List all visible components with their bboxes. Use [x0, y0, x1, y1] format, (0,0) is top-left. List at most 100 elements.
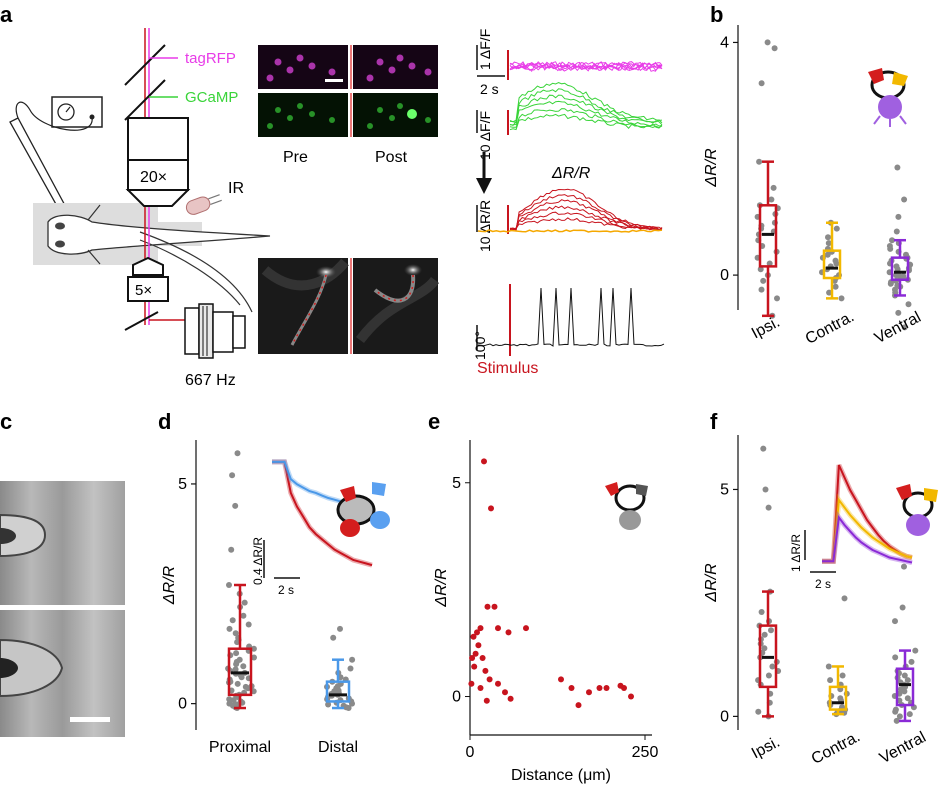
- data-point: [502, 689, 508, 696]
- ratio-trace: [510, 199, 663, 231]
- data-point: [345, 705, 352, 711]
- data-point: [477, 625, 484, 632]
- data-point: [770, 184, 777, 191]
- data-point: [228, 546, 235, 553]
- stimulator-icon: [15, 96, 103, 131]
- scale-time-label: 2 s: [480, 81, 499, 97]
- data-point: [232, 630, 239, 637]
- data-point: [325, 701, 332, 708]
- data-point: [486, 676, 493, 683]
- data-point: [491, 603, 498, 610]
- data-point: [771, 45, 778, 52]
- data-point: [768, 627, 774, 634]
- data-point: [575, 702, 582, 709]
- data-point: [901, 563, 907, 570]
- data-point: [483, 697, 490, 704]
- data-point: [825, 234, 831, 241]
- data-point: [229, 617, 236, 624]
- data-point: [894, 164, 901, 171]
- category-label: Contra.: [809, 728, 863, 768]
- tagrfp-label: tagRFP: [185, 50, 236, 67]
- data-point: [899, 604, 906, 611]
- tagrfp-post-image: [353, 45, 438, 89]
- data-point: [758, 609, 765, 615]
- data-point: [905, 301, 912, 308]
- y-tick-label: 0: [178, 696, 187, 713]
- data-point: [596, 685, 603, 691]
- box: [758, 204, 778, 268]
- box: [895, 667, 915, 707]
- objective-5x: 5×: [127, 256, 169, 302]
- panel-d: d 0 5 ΔR/R Proximal Distal 0.4 ΔR/R 2 s: [158, 409, 390, 756]
- data-point: [240, 612, 247, 619]
- data-point: [832, 283, 839, 290]
- down-arrow-icon: [476, 152, 492, 194]
- ratio-traces: [477, 188, 663, 233]
- data-point: [586, 689, 592, 696]
- data-point: [251, 654, 257, 661]
- data-point: [892, 708, 899, 715]
- data-point: [757, 266, 764, 273]
- data-point: [906, 711, 913, 718]
- data-point: [477, 685, 484, 691]
- data-point: [826, 289, 833, 296]
- inset-trace: [822, 514, 913, 564]
- data-point: [628, 693, 634, 700]
- y-axis-label: ΔR/R: [703, 148, 720, 188]
- objective-20x: 20×: [125, 117, 191, 207]
- data-point: [479, 655, 486, 661]
- scale-bar: [70, 717, 110, 722]
- data-point: [827, 677, 834, 684]
- data-point: [603, 685, 610, 691]
- data-point: [825, 240, 832, 247]
- data-point: [229, 472, 236, 479]
- panel-b-letter: b: [710, 2, 723, 27]
- y-tick-label: 0: [452, 689, 461, 706]
- tail-angle-trace: [477, 287, 665, 347]
- objective-20x-label: 20×: [140, 169, 167, 186]
- data-point: [337, 625, 343, 632]
- data-point: [507, 695, 514, 702]
- data-point: [471, 663, 478, 670]
- category-label: Contra.: [803, 308, 857, 348]
- post-label: Post: [375, 149, 408, 166]
- schematic-b-icon: [868, 68, 908, 127]
- ir-led-icon: IR: [185, 180, 244, 215]
- box: [758, 624, 778, 689]
- y-tick-label: 0: [720, 267, 729, 284]
- data-point: [234, 680, 241, 687]
- category-label: Distal: [318, 739, 358, 756]
- tail-trace: [477, 287, 665, 347]
- data-point: [475, 642, 482, 649]
- data-point: [766, 260, 773, 267]
- data-point: [756, 158, 763, 165]
- inset-trace: [272, 460, 373, 567]
- chart-e: 0 5 0 250 ΔR/R Distance (μm): [433, 440, 658, 784]
- data-point: [245, 685, 252, 692]
- y-tick-label: 5: [178, 476, 187, 493]
- data-point: [349, 700, 355, 707]
- data-point: [838, 295, 845, 302]
- calcium-images: Pre Post: [258, 45, 438, 166]
- data-point: [230, 697, 237, 704]
- data-point: [901, 324, 908, 331]
- box: [828, 685, 848, 711]
- box: [890, 256, 910, 282]
- category-label: Ventral: [877, 729, 929, 767]
- panel-a-letter: a: [0, 2, 13, 27]
- schematic-d-icon: [336, 482, 390, 537]
- scale-dff10-label: 10 ΔF/F: [477, 111, 493, 160]
- trace-panel: 1 ΔF/F 2 s 10 ΔF/F ΔR/R 10 ΔR/R 100° Sti…: [472, 29, 665, 377]
- data-point: [234, 450, 241, 457]
- data-point: [895, 213, 902, 220]
- data-point: [774, 295, 780, 302]
- chart-f: 0 5 ΔR/R Ipsi. Contra. Ventral: [703, 435, 929, 768]
- stimulus-label: Stimulus: [477, 360, 538, 377]
- data-point: [347, 665, 354, 672]
- data-point: [755, 708, 762, 715]
- data-point: [488, 505, 494, 512]
- data-point: [241, 599, 248, 606]
- svg-text:1 ΔR/R: 1 ΔR/R: [789, 534, 803, 572]
- data-point: [839, 672, 846, 679]
